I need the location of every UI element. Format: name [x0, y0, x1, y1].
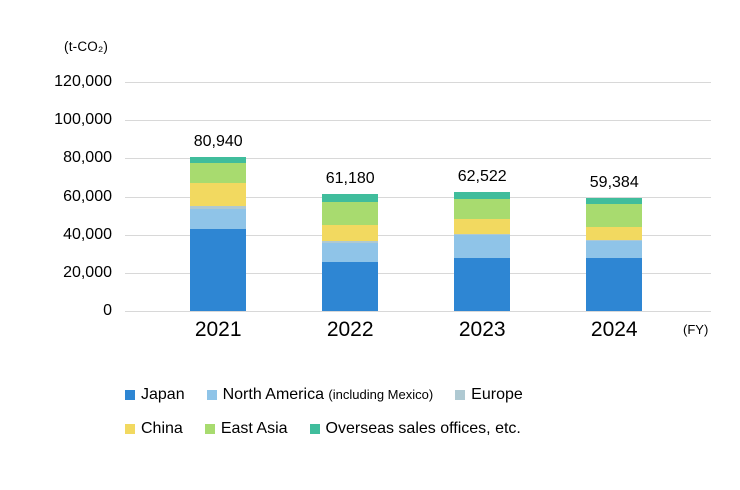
gridline [125, 82, 711, 83]
legend-swatch [309, 424, 320, 434]
y-axis-unit-label: (t-CO₂) [64, 39, 109, 54]
legend-label: Japan [141, 386, 185, 403]
bar-total-label: 80,940 [193, 132, 243, 150]
bar-segment-overseas-sales-offices-etc [586, 197, 643, 204]
legend-row: Japan North America (including Mexico) Eur… [125, 386, 523, 404]
y-axis-tick-label: 0 [103, 302, 112, 319]
bar-total-label: 59,384 [589, 173, 639, 191]
chart-legend: Japan North America (including Mexico) Eur… [125, 386, 523, 454]
bar-segment-japan [322, 262, 379, 311]
bar-segment-north-america-including-mexico [190, 208, 247, 229]
legend-label: East Asia [220, 420, 288, 437]
legend-item: North America (including Mexico) [206, 386, 434, 404]
bar-segment-europe [454, 233, 511, 235]
legend-label-sub: (including Mexico) [328, 387, 434, 402]
stacked-bar-2021 [190, 156, 247, 311]
x-axis-unit-label: (FY) [683, 322, 709, 337]
legend-label: Overseas sales offices, etc. [325, 420, 521, 437]
bar-segment-europe [322, 241, 379, 243]
bar-segment-overseas-sales-offices-etc [454, 191, 511, 200]
legend-label: Europe [471, 386, 523, 403]
gridline [125, 234, 711, 236]
bar-segment-east-asia [586, 203, 643, 227]
gridline [125, 272, 711, 274]
legend-item: Japan [125, 386, 185, 404]
x-axis-category-label: 2023 [458, 318, 506, 341]
bar-total-label: 62,522 [457, 167, 507, 185]
y-axis-tick-label: 80,000 [63, 149, 112, 167]
bar-total-label: 61,180 [325, 170, 375, 188]
bar-segment-europe [190, 205, 247, 209]
bar-segment-china [586, 226, 643, 240]
y-axis-tick-label: 60,000 [63, 187, 112, 205]
y-axis-tick-label: 100,000 [54, 111, 112, 129]
bar-segment-china [322, 224, 379, 242]
legend-label: North America (including Mexico) [222, 386, 434, 403]
bar-segment-china [190, 182, 247, 206]
legend-item: Europe [455, 386, 523, 404]
bar-segment-europe [586, 239, 643, 241]
legend-swatch [125, 424, 135, 434]
legend-item: East Asia [204, 420, 288, 438]
legend-label: China [141, 420, 183, 437]
bar-segment-japan [190, 228, 247, 311]
x-axis-category-label: 2022 [326, 318, 374, 341]
bar-segment-north-america-including-mexico [586, 240, 643, 259]
bar-segment-north-america-including-mexico [454, 234, 511, 258]
legend-swatch [455, 390, 466, 400]
x-axis-category-label: 2021 [194, 318, 242, 341]
legend-item: Overseas sales offices, etc. [309, 420, 521, 438]
legend-item: China [125, 420, 183, 438]
bar-segment-overseas-sales-offices-etc [190, 156, 247, 164]
gridline [125, 158, 711, 160]
legend-swatch [206, 390, 217, 400]
bar-segment-japan [454, 257, 511, 311]
gridline [125, 120, 711, 122]
y-axis-tick-label: 40,000 [63, 225, 112, 243]
bar-segment-japan [586, 258, 643, 311]
x-axis-category-label: 2024 [590, 318, 638, 341]
stacked-bar-2023 [454, 191, 511, 311]
legend-row: China East Asia Overseas sales offices, et… [125, 420, 523, 438]
bar-segment-east-asia [190, 163, 247, 183]
bar-segment-north-america-including-mexico [322, 242, 379, 263]
plot-area: 120,000 100,000 80,000 60,000 40,000 20,000 0 8… [54, 73, 711, 341]
y-axis-tick-label: 20,000 [63, 263, 112, 281]
gridline [125, 196, 711, 198]
gridline [125, 311, 711, 312]
stacked-bar-2022 [322, 194, 379, 311]
bar-segment-china [454, 218, 511, 234]
bar-segment-east-asia [454, 199, 511, 219]
bar-segment-east-asia [322, 202, 379, 225]
legend-swatch [125, 390, 135, 400]
y-axis-tick-label: 120,000 [54, 73, 112, 90]
bar-segment-overseas-sales-offices-etc [322, 194, 379, 203]
stacked-bar-2024 [586, 197, 643, 311]
legend-swatch [204, 424, 215, 434]
